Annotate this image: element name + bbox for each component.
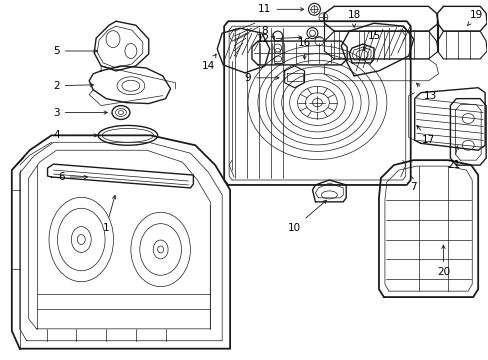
Text: 14: 14 [201,54,216,71]
Text: 8: 8 [261,26,274,37]
Text: 2: 2 [53,81,93,91]
Text: 21: 21 [446,146,459,170]
Text: 13: 13 [416,83,436,101]
Text: 15: 15 [363,31,380,50]
Text: 16: 16 [297,38,310,59]
Text: 11: 11 [258,4,303,14]
Text: 12: 12 [257,34,301,44]
Text: 19: 19 [467,10,482,26]
Text: 10: 10 [287,200,326,233]
Text: 7: 7 [409,176,416,192]
Text: 1: 1 [102,195,116,233]
Text: 18: 18 [347,10,360,27]
Text: 20: 20 [436,245,449,277]
Text: 5: 5 [53,46,97,56]
Text: 6: 6 [58,172,87,182]
Text: 3: 3 [53,108,107,117]
Text: 9: 9 [244,73,279,83]
Text: 17: 17 [416,125,434,145]
Text: 4: 4 [53,130,97,140]
